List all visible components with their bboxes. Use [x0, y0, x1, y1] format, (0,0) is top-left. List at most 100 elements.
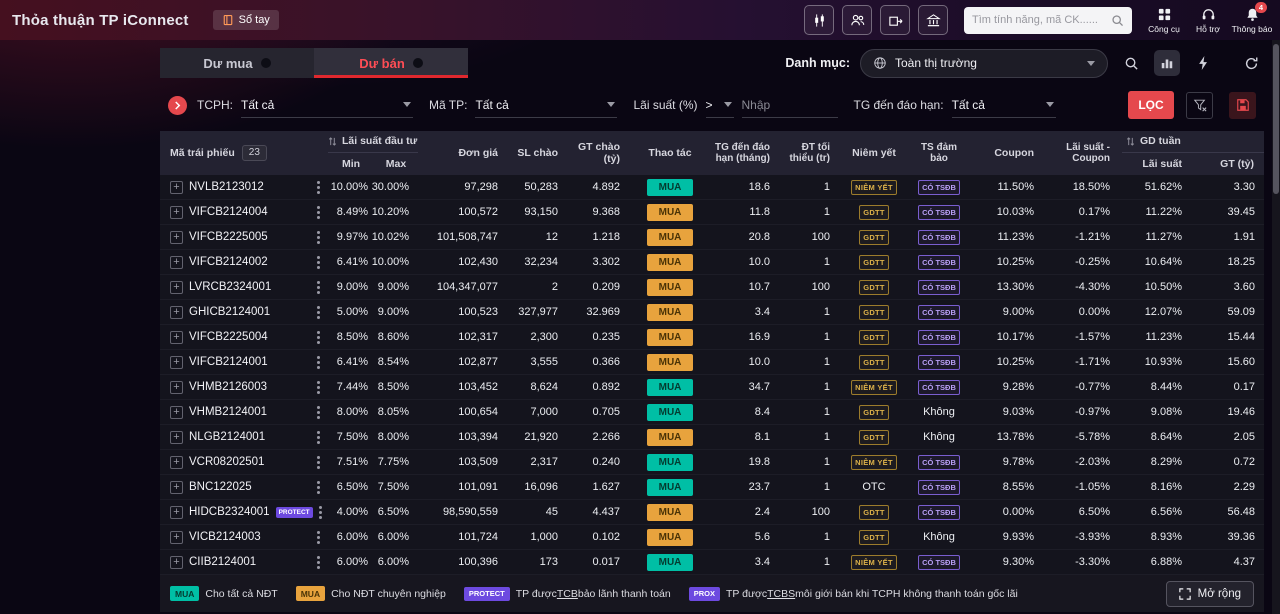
plus-icon[interactable] [170, 455, 183, 469]
notebook-button[interactable]: Sổ tay [212, 10, 279, 30]
kebab-menu-icon[interactable] [317, 335, 320, 339]
market-select[interactable]: Toàn thị trường [860, 48, 1108, 78]
kebab-menu-icon[interactable] [317, 285, 320, 289]
buy-button[interactable]: MUA [647, 253, 693, 271]
sort-icon[interactable] [1126, 136, 1135, 147]
tab-du-ban[interactable]: Dư bán [314, 48, 468, 78]
kebab-menu-icon[interactable] [317, 410, 320, 414]
plus-icon[interactable] [170, 480, 183, 494]
kebab-menu-icon[interactable] [317, 185, 320, 189]
plus-icon[interactable] [170, 405, 183, 419]
scrollbar-thumb[interactable] [1273, 44, 1279, 194]
bond-code-cell[interactable]: VIFCB2124002 [160, 250, 328, 274]
plus-icon[interactable] [170, 530, 183, 544]
rate-operator-select[interactable]: > [705, 92, 734, 118]
bank-button[interactable] [918, 5, 948, 35]
expand-button[interactable]: Mở rộng [1165, 580, 1254, 607]
clear-filter-button[interactable] [1186, 91, 1213, 119]
buy-button[interactable]: MUA [647, 428, 693, 446]
maturity-select[interactable]: Tất cả [951, 92, 1056, 118]
bond-code-cell[interactable]: LVRCB2324001 [160, 275, 328, 299]
chart-view-button[interactable] [1154, 50, 1180, 76]
rate-input[interactable] [741, 92, 838, 118]
kebab-menu-icon[interactable] [317, 385, 320, 389]
candlestick-chart-button[interactable] [804, 5, 834, 35]
bond-code-cell[interactable]: NVLB2123012 [160, 175, 328, 199]
bond-code-cell[interactable]: NLGB2124001 [160, 425, 328, 449]
buy-button[interactable]: MUA [647, 553, 693, 571]
bond-code-cell[interactable]: VHMB2126003 [160, 375, 328, 399]
plus-icon[interactable] [170, 555, 183, 569]
bond-code-cell[interactable]: VIFCB2124001 [160, 350, 328, 374]
buy-button[interactable]: MUA [647, 503, 693, 521]
tcph-select[interactable]: Tất cả [241, 92, 413, 118]
sort-icon[interactable] [328, 136, 337, 147]
legend-link[interactable]: TCBS [767, 587, 796, 600]
page-scrollbar[interactable] [1272, 40, 1280, 614]
plus-icon[interactable] [170, 180, 183, 194]
bond-code-cell[interactable]: VHMB2124001 [160, 400, 328, 424]
kebab-menu-icon[interactable] [317, 460, 320, 464]
kebab-menu-icon[interactable] [317, 435, 320, 439]
notifications-menu-item[interactable]: 4 Thông báo [1230, 1, 1274, 34]
bond-code-cell[interactable]: BNC122025 [160, 475, 328, 499]
bond-code-cell[interactable]: VCR08202501 [160, 450, 328, 474]
table-body: NVLB2123012 10.00% 30.00% 97,298 50,283 … [160, 175, 1264, 575]
plus-icon[interactable] [170, 330, 183, 344]
plus-icon[interactable] [170, 305, 183, 319]
buy-button[interactable]: MUA [647, 353, 693, 371]
plus-icon[interactable] [170, 430, 183, 444]
bond-code-cell[interactable]: VIFCB2225004 [160, 325, 328, 349]
transfer-button[interactable] [880, 5, 910, 35]
buy-button[interactable]: MUA [647, 528, 693, 546]
buy-button[interactable]: MUA [647, 328, 693, 346]
min-investment: 1 [823, 531, 830, 543]
buy-button[interactable]: MUA [647, 378, 693, 396]
kebab-menu-icon[interactable] [317, 310, 320, 314]
buy-button[interactable]: MUA [647, 278, 693, 296]
bond-code-cell[interactable]: VIFCB2225005 [160, 225, 328, 249]
save-filter-button[interactable] [1229, 91, 1256, 119]
buy-button[interactable]: MUA [647, 228, 693, 246]
buy-button[interactable]: MUA [647, 453, 693, 471]
kebab-menu-icon[interactable] [317, 210, 320, 214]
global-search-input[interactable] [972, 14, 1105, 26]
plus-icon[interactable] [170, 355, 183, 369]
bond-code-cell[interactable]: CIIB2124001 [160, 550, 328, 574]
collapse-filters-button[interactable] [168, 95, 187, 115]
bond-code-cell[interactable]: VIFCB2124004 [160, 200, 328, 224]
refresh-button[interactable] [1238, 50, 1264, 76]
plus-icon[interactable] [170, 205, 183, 219]
kebab-menu-icon[interactable] [317, 485, 320, 489]
offer-quantity: 32,234 [524, 256, 558, 268]
plus-icon[interactable] [170, 255, 183, 269]
header-rate-minus-coupon: Lãi suất - Coupon [1066, 141, 1110, 165]
kebab-menu-icon[interactable] [317, 260, 320, 264]
customers-button[interactable] [842, 5, 872, 35]
buy-button[interactable]: MUA [647, 478, 693, 496]
kebab-menu-icon[interactable] [317, 535, 320, 539]
buy-button[interactable]: MUA [647, 178, 693, 196]
bond-code-cell[interactable]: VICB2124003 [160, 525, 328, 549]
legend-link[interactable]: TCB [556, 587, 578, 600]
support-menu-item[interactable]: Hỗ trợ [1186, 7, 1230, 34]
kebab-menu-icon[interactable] [317, 560, 320, 564]
quick-order-button[interactable] [1190, 50, 1216, 76]
board-search-button[interactable] [1118, 50, 1144, 76]
buy-button[interactable]: MUA [647, 403, 693, 421]
plus-icon[interactable] [170, 230, 183, 244]
plus-icon[interactable] [170, 280, 183, 294]
plus-icon[interactable] [170, 505, 183, 519]
plus-icon[interactable] [170, 380, 183, 394]
buy-button[interactable]: MUA [647, 303, 693, 321]
filter-submit-button[interactable]: LỌC [1128, 91, 1174, 119]
bond-code-cell[interactable]: HIDCB2324001 PROTECT [160, 500, 328, 524]
buy-button[interactable]: MUA [647, 203, 693, 221]
kebab-menu-icon[interactable] [318, 510, 322, 514]
kebab-menu-icon[interactable] [317, 235, 320, 239]
kebab-menu-icon[interactable] [317, 360, 320, 364]
tab-du-mua[interactable]: Dư mua [160, 48, 314, 78]
bond-code-cell[interactable]: GHICB2124001 [160, 300, 328, 324]
matp-select[interactable]: Tất cả [475, 92, 618, 118]
tools-menu-item[interactable]: Công cụ [1142, 7, 1186, 34]
